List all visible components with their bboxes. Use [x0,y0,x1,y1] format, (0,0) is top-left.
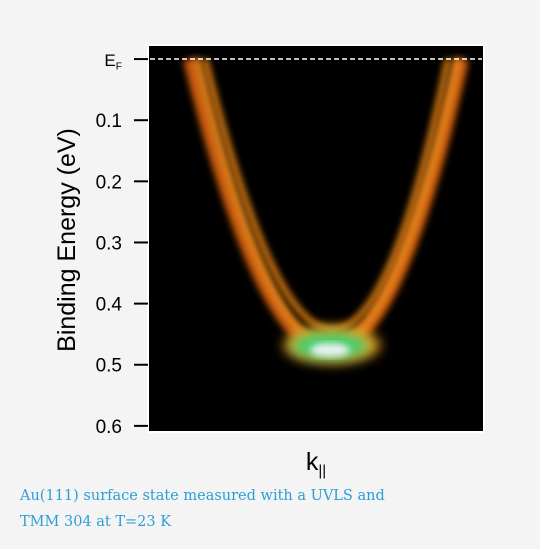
y-tick-label: 0.6 [96,417,122,438]
y-tick-label: 0.2 [96,172,122,193]
y-axis-label: Binding Energy (eV) [53,128,81,352]
caption-line: Au(111) surface state measured with a UV… [19,488,385,504]
y-tick-label: 0.5 [96,356,122,377]
y-tick-label: 0.1 [96,111,122,132]
x-axis-label: k|| [306,448,326,479]
y-tick-label: EF [104,51,122,73]
y-tick-label: 0.3 [96,233,122,254]
spectrum-image [183,57,469,363]
y-tick-label: 0.4 [96,295,123,316]
caption-line: TMM 304 at T=23 K [20,514,172,530]
